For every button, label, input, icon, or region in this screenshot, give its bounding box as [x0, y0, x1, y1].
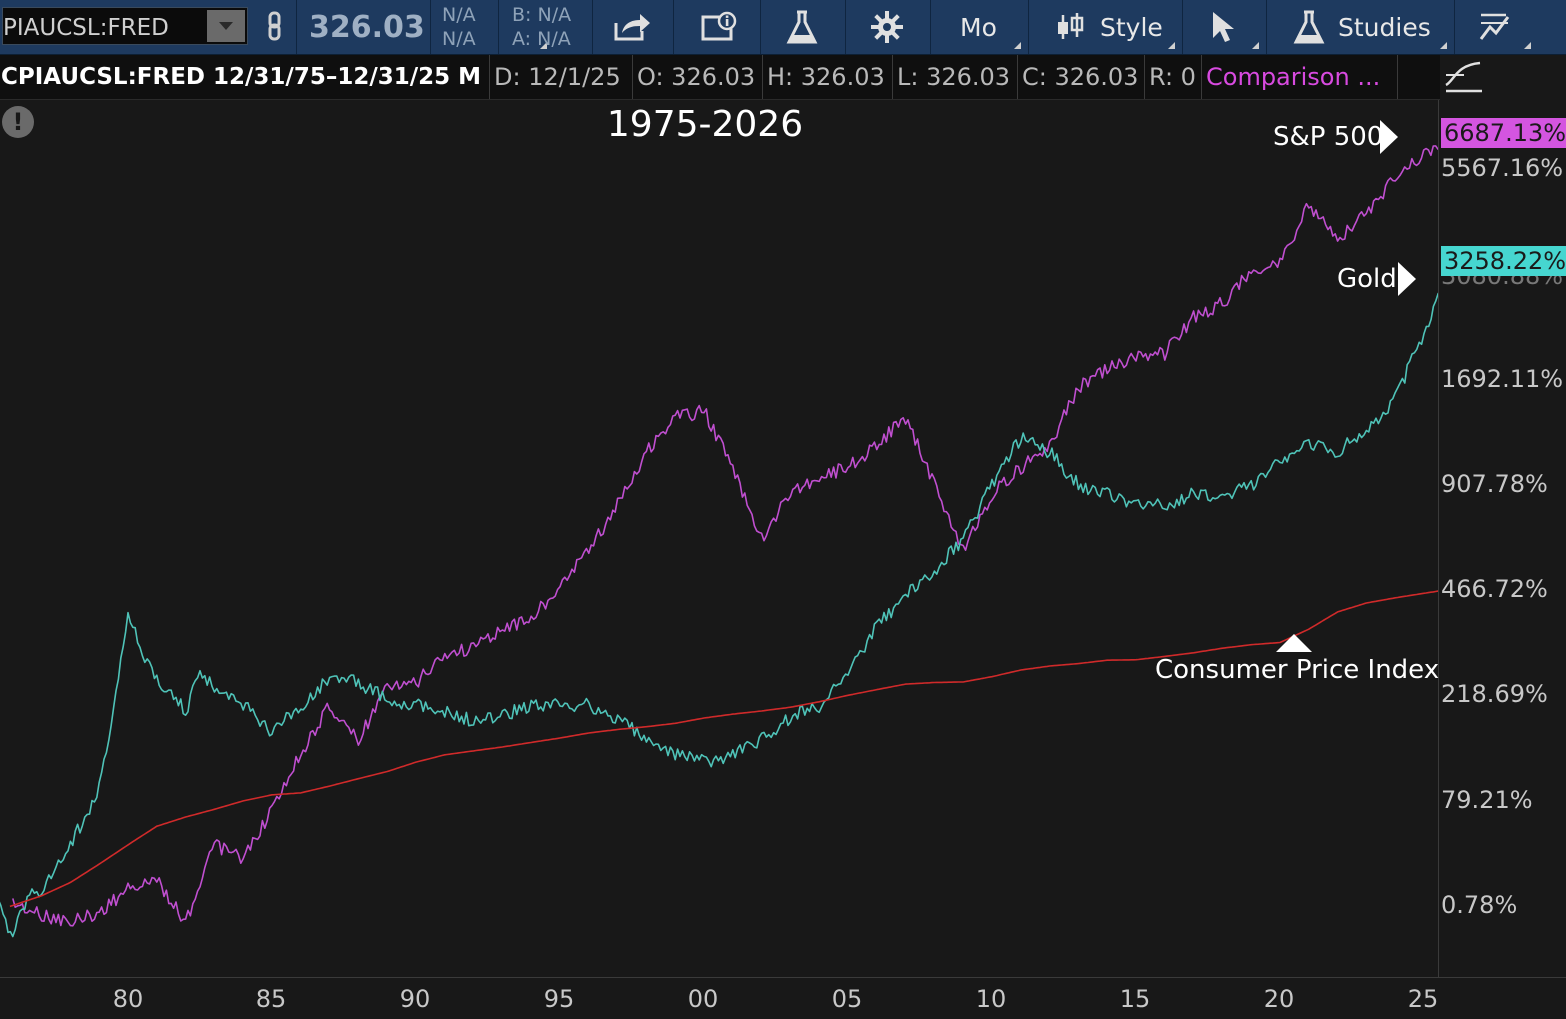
- news-info-icon: [701, 11, 737, 41]
- sp500-annotation-text: S&P 500: [1273, 122, 1384, 152]
- sp500-arrow-icon: [1380, 120, 1398, 154]
- drawing-tools-icon: [1479, 13, 1510, 40]
- share-icon: [614, 14, 650, 41]
- cpi-annotation: Consumer Price Index: [1155, 655, 1439, 685]
- symbol-dropdown-button[interactable]: [207, 10, 245, 42]
- sp500-line: [12, 145, 1438, 927]
- cursor-tool-button[interactable]: [1210, 0, 1238, 54]
- style-label: Style: [1100, 12, 1163, 42]
- settings-button[interactable]: [869, 0, 905, 54]
- x-tick-label: 10: [975, 985, 1007, 1013]
- link-icon[interactable]: [258, 0, 547, 54]
- y-tick-label: 218.69%: [1441, 680, 1548, 708]
- na-values: N/A N/A: [442, 0, 488, 54]
- y-tick-label: 1692.11%: [1441, 365, 1564, 393]
- symbol-selector[interactable]: PIAUCSL:FRED: [2, 7, 248, 45]
- candlestick-icon: [1058, 13, 1084, 39]
- period-selector[interactable]: Mo: [960, 12, 997, 42]
- sp500-price-tag: 6687.13%: [1441, 118, 1566, 148]
- na-top: N/A: [442, 4, 476, 26]
- share-button[interactable]: [612, 0, 652, 54]
- flask-icon: [786, 10, 818, 44]
- gear-icon: [871, 11, 903, 43]
- low-value: L: 326.03: [893, 55, 1018, 99]
- warning-icon[interactable]: !: [2, 106, 34, 138]
- na-bottom: N/A: [442, 28, 476, 50]
- cpi-annotation-text: Consumer Price Index: [1155, 655, 1440, 685]
- x-tick-label: 25: [1407, 985, 1439, 1013]
- last-price: 326.03: [309, 9, 425, 45]
- gold-arrow-icon: [1398, 262, 1416, 296]
- x-tick-label: 00: [687, 985, 719, 1013]
- high-value: H: 326.03: [763, 55, 893, 99]
- chart-line-icon: [1445, 61, 1482, 93]
- y-tick-label: 466.72%: [1441, 575, 1548, 603]
- range-value: R: 0: [1145, 55, 1202, 99]
- time-axis[interactable]: [0, 977, 1566, 1019]
- cpi-line: [9, 590, 1438, 908]
- studies-label: Studies: [1338, 12, 1431, 42]
- open-value: O: 326.03: [633, 55, 763, 99]
- y-tick-label: 0.78%: [1441, 891, 1518, 919]
- x-tick-label: 20: [1263, 985, 1295, 1013]
- gold-annotation-text: Gold: [1337, 264, 1397, 294]
- y-tick-label: 907.78%: [1441, 470, 1548, 498]
- y-tick-label: 79.21%: [1441, 786, 1533, 814]
- gold-annotation: Gold: [1337, 264, 1397, 294]
- gold-price-tag: 3258.22%: [1441, 246, 1566, 276]
- news-button[interactable]: [700, 0, 738, 54]
- ask-value: A: N/A: [512, 28, 571, 50]
- link-chain-icon: [268, 11, 281, 41]
- sp500-annotation: S&P 500: [1273, 122, 1383, 152]
- style-button[interactable]: Style: [1054, 0, 1163, 54]
- studies-flask-icon: [1293, 10, 1325, 44]
- x-tick-label: 15: [1119, 985, 1151, 1013]
- x-tick-label: 95: [543, 985, 575, 1013]
- price-axis[interactable]: [1438, 100, 1566, 977]
- close-value: C: 326.03: [1018, 55, 1145, 99]
- pointer-cursor-icon: [1213, 12, 1234, 42]
- bid-value: B: N/A: [512, 4, 572, 26]
- symbol-text[interactable]: PIAUCSL:FRED: [3, 15, 169, 41]
- gold-line: [0, 292, 1438, 938]
- cpi-arrow-icon: [1276, 634, 1312, 652]
- lab-button[interactable]: [785, 0, 819, 54]
- bid-ask: B: N/A A: N/A: [512, 0, 582, 54]
- x-tick-label: 05: [831, 985, 863, 1013]
- x-tick-label: 90: [399, 985, 431, 1013]
- y-tick-label: 5567.16%: [1441, 154, 1564, 182]
- chart-title: 1975-2026: [606, 104, 804, 145]
- collapse-panel-button[interactable]: [1440, 55, 1488, 99]
- comparison-link[interactable]: Comparison ...: [1202, 55, 1398, 99]
- chart-symbol-title: CPIAUCSL:FRED 12/31/75–12/31/25 M: [0, 55, 490, 99]
- drawing-tools-button[interactable]: [1478, 0, 1514, 54]
- info-bar: CPIAUCSL:FRED 12/31/75–12/31/25 M D: 12/…: [0, 55, 1440, 100]
- top-toolbar: PIAUCSL:FRED 326.03 N/A N/A B: N/A A: N/…: [0, 0, 1566, 55]
- date-value: D: 12/1/25: [490, 55, 633, 99]
- x-tick-label: 80: [112, 985, 144, 1013]
- studies-button[interactable]: Studies: [1292, 0, 1431, 54]
- price-chart[interactable]: [0, 100, 1438, 977]
- x-tick-label: 85: [255, 985, 287, 1013]
